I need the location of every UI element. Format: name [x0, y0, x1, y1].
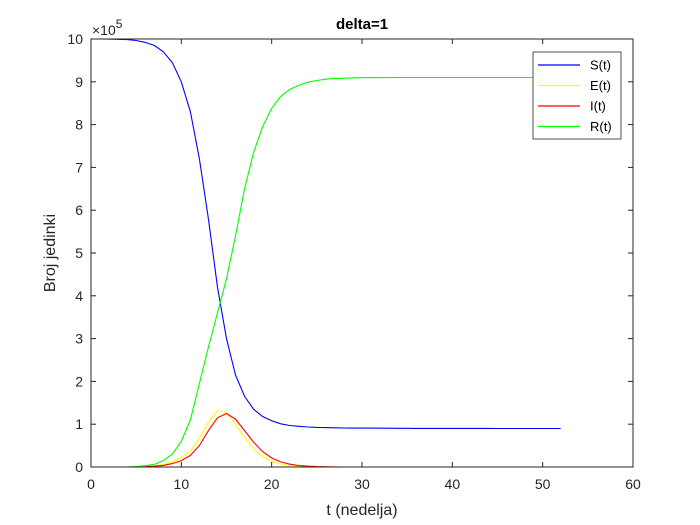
y-tick-label: 10: [67, 31, 83, 47]
legend-label: I(t): [590, 99, 606, 114]
series-line-rt: [91, 76, 561, 468]
y-tick-label: 8: [75, 117, 83, 133]
y-tick-label: 4: [75, 288, 83, 304]
x-tick-label: 0: [87, 476, 95, 492]
legend-label: E(t): [590, 78, 611, 93]
y-axis-exponent: ×105: [92, 17, 123, 38]
x-tick-label: 20: [264, 476, 280, 492]
y-tick-label: 2: [75, 373, 83, 389]
x-tick-label: 40: [445, 476, 461, 492]
y-tick-label: 3: [75, 331, 83, 347]
y-axis-label: Broj jedinki: [42, 214, 59, 292]
y-tick-label: 1: [75, 416, 83, 432]
chart-title: delta=1: [336, 16, 388, 33]
x-axis-label: t (nedelja): [326, 502, 397, 519]
axis-ticks: 0 10 20 30 40 50 60 0 1 2 3 4 5 6 7 8 9 10: [67, 31, 641, 492]
legend-label: S(t): [590, 58, 611, 73]
y-tick-label: 6: [75, 202, 83, 218]
legend: S(t) E(t) I(t) R(t): [532, 51, 622, 140]
y-tick-label: 5: [75, 245, 83, 261]
y-tick-label: 9: [75, 74, 83, 90]
legend-box: [532, 51, 622, 140]
x-tick-label: 50: [535, 476, 551, 492]
x-tick-label: 30: [354, 476, 370, 492]
legend-label: R(t): [590, 119, 612, 134]
x-tick-label: 10: [174, 476, 190, 492]
x-tick-label: 60: [625, 476, 641, 492]
y-tick-label: 0: [75, 459, 83, 475]
series-line-st: [91, 38, 561, 430]
y-tick-label: 7: [75, 159, 83, 175]
